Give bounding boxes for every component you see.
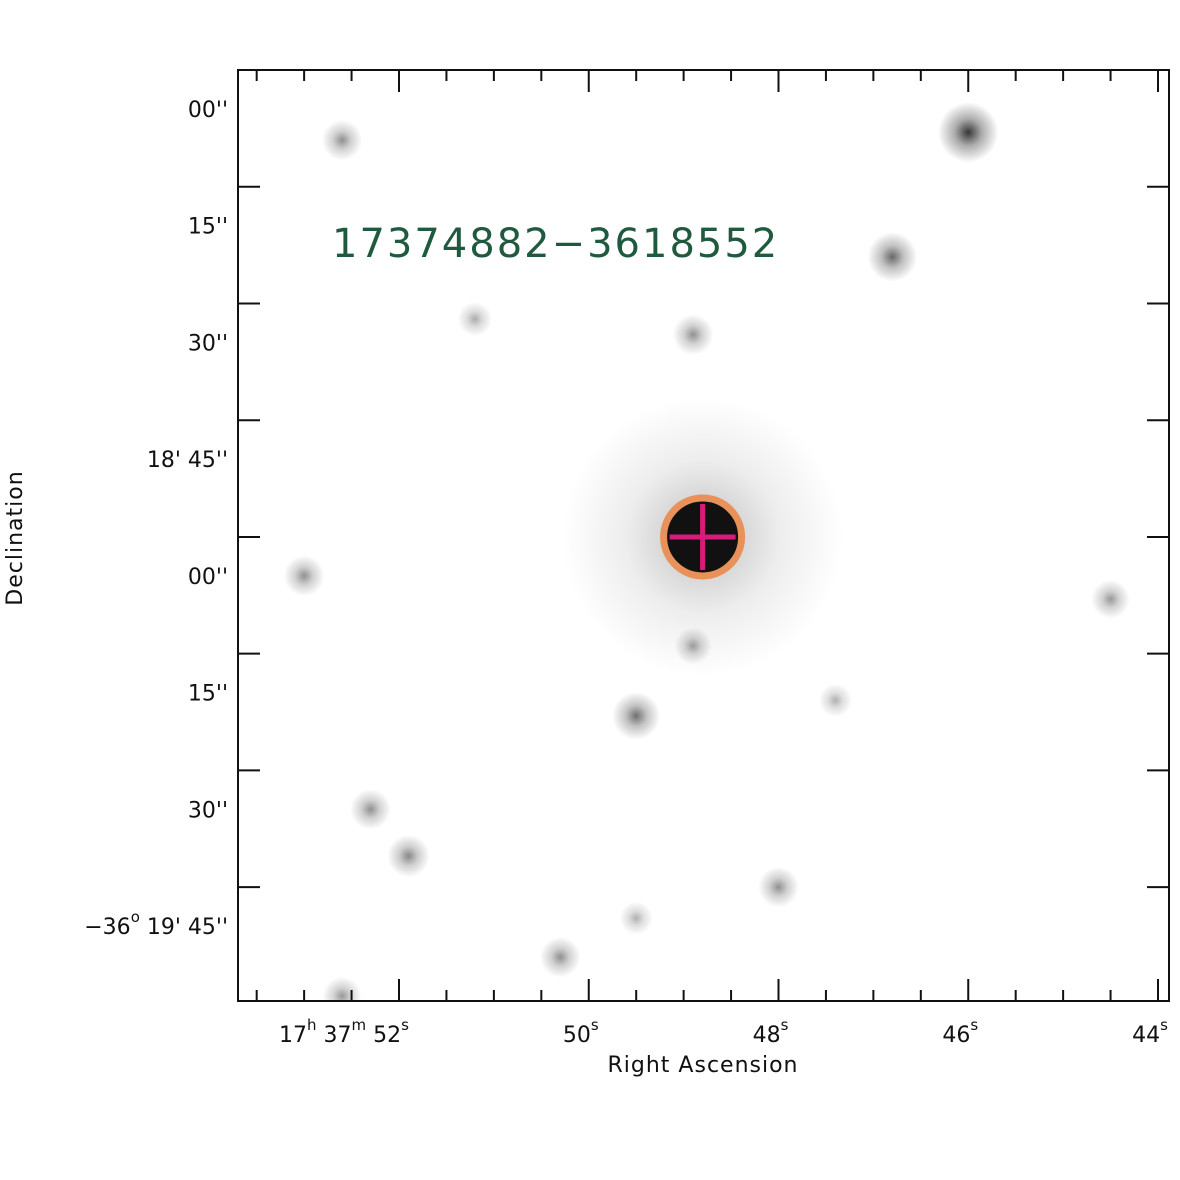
- field-star: [867, 232, 918, 282]
- source-id-label: 17374882−3618552: [332, 221, 779, 267]
- y-tick-label: 18' 45'': [147, 448, 228, 473]
- field-star: [1091, 579, 1130, 619]
- target-circle: [660, 494, 746, 580]
- y-tick-labels: 00'' 15'' 30'' 18' 45'' 00'' 15'' 30'' −36o 19'…: [84, 98, 228, 940]
- x-tick-label: 44s: [1132, 1016, 1168, 1048]
- field-star: [619, 901, 653, 935]
- y-tick-label: 30'': [188, 331, 228, 356]
- field-star: [387, 834, 430, 878]
- field-star: [818, 683, 853, 718]
- field-star: [539, 936, 581, 978]
- axis-ticks: [238, 70, 1169, 1001]
- y-tick-label: 00'': [188, 565, 228, 590]
- field-star: [672, 314, 714, 355]
- x-tick-label: 50s: [563, 1016, 599, 1048]
- x-axis-title: Right Ascension: [608, 1053, 799, 1078]
- y-tick-label: 15'': [188, 215, 228, 240]
- y-tick-label: −36o 19' 45'': [84, 908, 228, 940]
- y-axis-title: Declination: [3, 470, 28, 605]
- field-star: [457, 301, 493, 337]
- x-tick-labels: 17h 37m 52s 50s 48s 46s 44s: [279, 1016, 1168, 1048]
- field-star: [322, 976, 362, 1001]
- y-tick-label: 30'': [188, 798, 228, 823]
- y-tick-label: 15'': [188, 682, 228, 707]
- field-star: [758, 866, 799, 908]
- field-star: [321, 119, 363, 161]
- x-tick-label: 48s: [753, 1016, 789, 1048]
- field-star: [283, 555, 325, 597]
- y-tick-label: 00'': [188, 98, 228, 123]
- x-tick-label: 46s: [942, 1016, 978, 1048]
- field-star: [612, 692, 661, 740]
- field-star: [938, 102, 999, 163]
- field-star: [350, 788, 391, 830]
- plot-frame: [237, 69, 1170, 1002]
- x-tick-label: 17h 37m 52s: [279, 1016, 409, 1048]
- target-marker: [660, 494, 746, 580]
